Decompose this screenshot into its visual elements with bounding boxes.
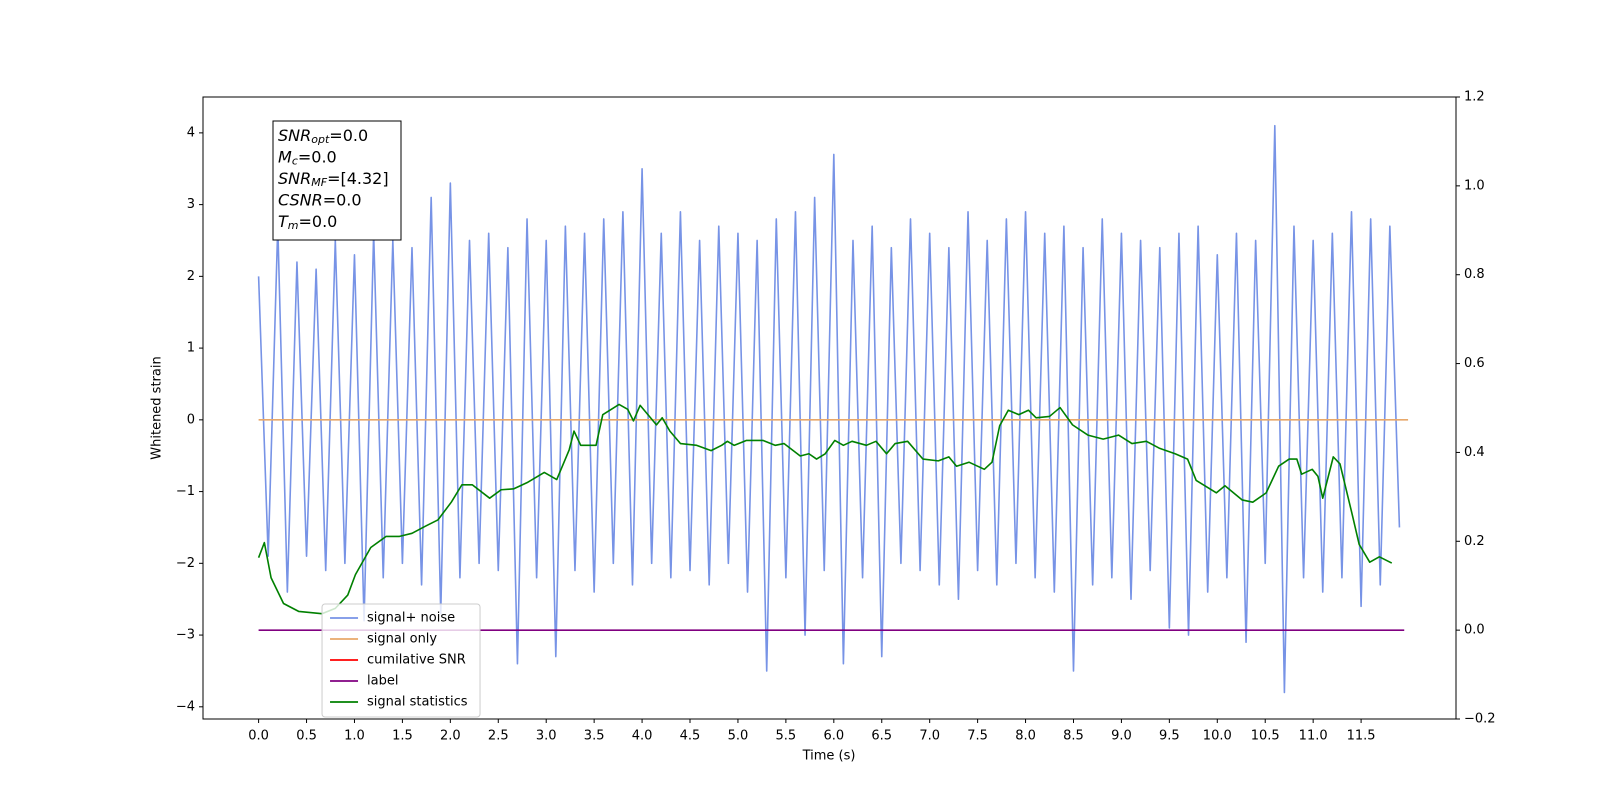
annotation-line: SNRMF=[4.32] [278,169,389,190]
x-tick-label: 10.5 [1251,729,1280,744]
annotation-subscript: c [292,155,298,168]
y-axis-label: Whitened strain [150,356,165,459]
y2-tick-label: 1.0 [1464,178,1485,193]
y2-tick-label: 0.0 [1464,623,1485,638]
annotation-symbol: SNR [278,169,311,188]
y-tick-label: −1 [176,484,195,499]
legend-label: signal statistics [367,695,468,710]
y-tick-label: 4 [187,125,195,140]
x-tick-label: 4.5 [680,729,701,744]
y-tick-label: −4 [176,699,195,714]
y2-tick-label: 0.2 [1464,534,1485,549]
legend-label: cumilative SNR [367,653,466,668]
y-tick-label: −3 [176,628,195,643]
y-tick-label: 1 [187,341,195,356]
x-tick-label: 11.5 [1347,729,1376,744]
x-tick-label: 5.5 [776,729,797,744]
x-tick-label: 0.0 [248,729,269,744]
annotation-value: =0.0 [329,126,368,145]
y2-tick-label: −0.2 [1464,712,1496,727]
annotation-symbol: M [278,147,292,166]
x-tick-label: 7.5 [967,729,988,744]
annotation-box: SNRopt=0.0Mc=0.0SNRMF=[4.32]CSNR=0.0Tm=0… [272,120,402,241]
series-line [257,124,1401,694]
x-tick-label: 6.5 [871,729,892,744]
x-axis-label: Time (s) [802,749,856,764]
legend-label: label [367,674,398,689]
annotation-subscript: m [288,219,299,232]
x-tick-label: 1.5 [392,729,413,744]
x-tick-label: 2.0 [440,729,461,744]
annotation-line: CSNR=0.0 [278,190,362,209]
x-tick-label: 2.5 [488,729,509,744]
annotation-symbol: CSNR [278,190,323,209]
y2-tick-label: 0.4 [1464,445,1485,460]
annotation-subscript: MF [311,176,327,189]
annotation-value: =[4.32] [327,169,389,188]
annotation-line: Mc=0.0 [278,147,337,168]
y2-tick-label: 0.8 [1464,267,1485,282]
y2-tick-label: 1.2 [1464,90,1485,105]
x-tick-label: 3.0 [536,729,557,744]
x-tick-label: 8.0 [1015,729,1036,744]
annotation-symbol: SNR [278,126,311,145]
y-tick-label: −2 [176,556,195,571]
y-tick-label: 3 [187,197,195,212]
annotation-frame [272,120,402,241]
x-tick-label: 7.0 [919,729,940,744]
x-tick-label: 5.0 [728,729,749,744]
annotation-value: =0.0 [298,147,337,166]
axes-frame [202,96,1457,720]
legend: signal+ noise signal only cumilative SNR la… [321,603,481,718]
x-tick-label: 6.0 [823,729,844,744]
x-tick-label: 0.5 [296,729,317,744]
x-tick-label: 3.5 [584,729,605,744]
annotation-line: SNRopt=0.0 [278,126,368,147]
y2-tick-label: 0.6 [1464,356,1485,371]
x-tick-label: 4.0 [632,729,653,744]
x-tick-label: 10.0 [1203,729,1232,744]
series-line [257,403,1393,615]
annotation-value: =0.0 [299,212,338,231]
x-tick-label: 9.5 [1159,729,1180,744]
x-tick-label: 9.0 [1111,729,1132,744]
x-tick-label: 1.0 [344,729,365,744]
annotation-subscript: opt [311,133,330,146]
annotation-line: Tm=0.0 [278,212,337,233]
x-tick-label: 11.0 [1299,729,1328,744]
y-tick-label: 2 [187,269,195,284]
annotation-value: =0.0 [323,190,362,209]
legend-label: signal+ noise [367,611,455,626]
legend-frame [321,603,481,718]
annotation-symbol: T [278,212,289,231]
y-tick-label: 0 [187,412,195,427]
legend-label: signal only [367,632,437,647]
x-tick-label: 8.5 [1063,729,1084,744]
